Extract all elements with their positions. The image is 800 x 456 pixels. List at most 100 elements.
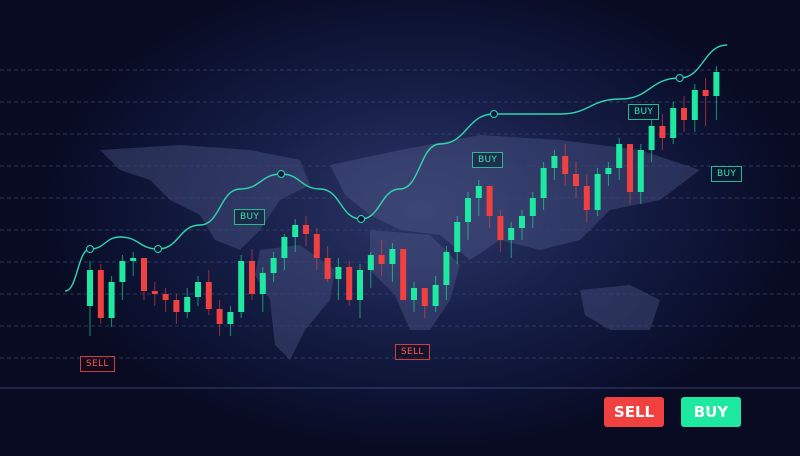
candle-body [594,174,601,210]
candle [432,276,439,312]
candle [702,78,709,126]
candle [659,114,666,150]
candle [108,276,115,327]
candle-body [713,72,720,96]
candle-body [259,273,266,294]
candle [281,234,288,270]
candle-body [659,126,666,138]
candle-body [97,270,104,318]
candle [97,264,104,324]
trend-marker [675,74,684,82]
candle-body [216,309,223,324]
candle [411,282,417,312]
buy-signal-label: BUY [628,104,660,120]
candle [205,270,212,315]
candle-body [691,90,698,120]
candle-body [389,249,396,264]
candle-body [648,126,655,150]
candle-body [529,198,536,216]
trend-marker [489,110,498,118]
candle-body [421,288,428,306]
candle-body [702,90,709,96]
trend-marker [86,245,94,253]
candle-body [562,156,569,174]
candle-body [465,198,471,222]
trend-line [64,44,728,292]
candle [583,174,590,222]
candle [357,264,363,318]
candle-body [324,258,331,279]
candle-body [443,252,450,285]
candle [249,249,255,300]
candle [313,228,320,270]
buy-button[interactable]: BUY [681,397,741,427]
candle-body [357,270,363,300]
candle [141,258,147,300]
candle [195,276,201,306]
candle [378,240,385,276]
candle-body [313,234,320,258]
candle [691,84,698,132]
candle [562,144,569,186]
candle-body [454,222,461,252]
candle-body [681,108,687,120]
candle-body [119,261,126,282]
candle [184,288,191,318]
candle [497,210,504,252]
candle-body [486,186,493,216]
candle [151,282,158,306]
candle-body [432,285,439,306]
trend-marker [154,245,163,253]
candle [119,255,126,300]
candle-body [637,150,644,192]
candle-body [475,186,482,198]
candle-body [605,168,612,174]
candle [292,219,299,252]
candle [421,288,428,318]
candle [400,249,407,300]
candle-body [227,312,234,324]
candle-body [184,297,191,312]
map-australia [580,285,660,330]
candle [594,168,601,216]
candle [367,252,374,288]
candle-body [130,258,137,261]
candle [465,192,471,240]
candle [216,300,223,336]
candle [87,261,93,336]
candle-body [108,282,115,318]
candle [508,222,515,258]
sell-button[interactable]: SELL [604,397,664,427]
candle [173,294,180,324]
candle [227,306,234,336]
map-north-america [100,145,310,250]
candle-body [141,258,147,291]
candle-body [411,288,417,300]
candle [346,261,353,306]
candle-body [151,291,158,294]
candle-body [400,249,407,300]
candle [389,243,396,282]
candle-body [335,267,342,279]
candle [670,102,677,144]
map-south-america [255,245,335,360]
candle-body [205,282,212,309]
candle [475,180,482,216]
candle [324,246,331,282]
candle [713,66,720,120]
candle [162,288,169,312]
candle [130,252,137,276]
candle [648,120,655,162]
candle-body [303,225,309,234]
candle-body [346,267,353,300]
candle-body [627,144,633,192]
candle-body [173,300,180,312]
candle [627,144,633,204]
buy-signal-label: BUY [234,209,266,225]
candle-body [551,156,558,168]
candle-body [508,228,515,240]
candle [454,216,461,264]
candle [540,162,547,210]
candle [259,267,266,312]
